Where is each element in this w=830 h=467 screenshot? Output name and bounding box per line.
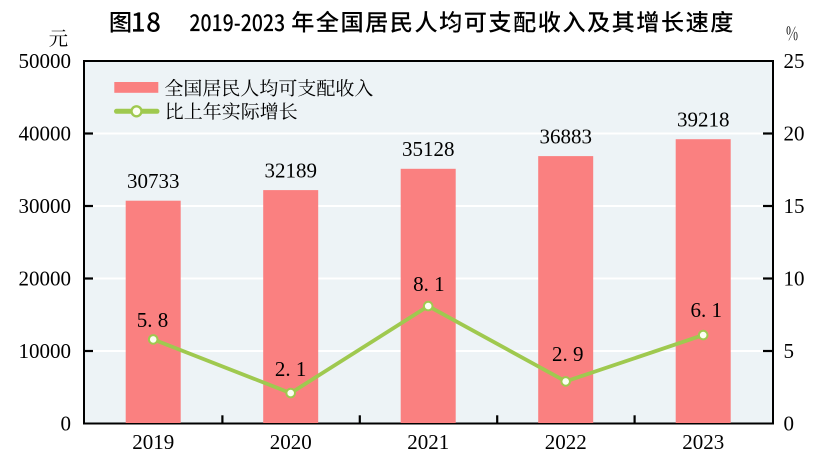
svg-text:10: 10	[784, 266, 805, 290]
svg-text:8. 1: 8. 1	[413, 272, 445, 296]
svg-text:2019: 2019	[132, 430, 174, 454]
svg-text:30733: 30733	[127, 169, 180, 193]
svg-text:25: 25	[784, 49, 805, 73]
svg-text:20: 20	[784, 121, 805, 145]
svg-text:36883: 36883	[539, 125, 592, 149]
svg-text:2022: 2022	[545, 430, 587, 454]
svg-text:20000: 20000	[19, 266, 72, 290]
svg-text:2021: 2021	[407, 430, 449, 454]
svg-text:50000: 50000	[19, 49, 72, 73]
svg-text:32189: 32189	[264, 159, 317, 183]
svg-text:40000: 40000	[19, 121, 72, 145]
svg-text:0: 0	[784, 411, 795, 435]
svg-text:30000: 30000	[19, 194, 72, 218]
svg-text:35128: 35128	[402, 137, 455, 161]
svg-text:2. 9: 2. 9	[552, 342, 584, 366]
svg-text:5. 8: 5. 8	[137, 308, 169, 332]
svg-text:39218: 39218	[677, 108, 730, 132]
svg-text:10000: 10000	[19, 339, 72, 363]
svg-text:6. 1: 6. 1	[691, 298, 723, 322]
svg-text:5: 5	[784, 339, 795, 363]
svg-text:2. 1: 2. 1	[275, 357, 307, 381]
svg-text:2023: 2023	[682, 430, 724, 454]
svg-text:0: 0	[61, 411, 72, 435]
svg-text:15: 15	[784, 194, 805, 218]
svg-text:2020: 2020	[270, 430, 312, 454]
